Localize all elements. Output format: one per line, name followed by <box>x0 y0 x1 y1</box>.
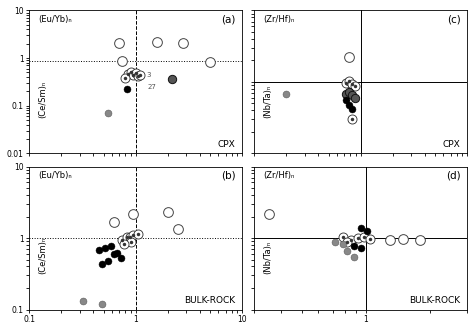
Text: CPX: CPX <box>218 140 236 149</box>
Text: 27: 27 <box>147 83 156 89</box>
Text: BULK-ROCK: BULK-ROCK <box>410 296 461 305</box>
Text: BULK-ROCK: BULK-ROCK <box>184 296 236 305</box>
Text: (b): (b) <box>221 171 236 181</box>
Text: (Nb/Ta)ₙ: (Nb/Ta)ₙ <box>263 241 272 274</box>
Text: CPX: CPX <box>443 140 461 149</box>
Text: (c): (c) <box>447 15 461 25</box>
Text: (Zr/Hf)ₙ: (Zr/Hf)ₙ <box>263 15 294 24</box>
Text: (d): (d) <box>446 171 461 181</box>
Text: (Nb/Ta)ₙ: (Nb/Ta)ₙ <box>263 84 272 118</box>
Text: (Ce/Sm)ₙ: (Ce/Sm)ₙ <box>38 237 47 274</box>
Text: (Eu/Yb)ₙ: (Eu/Yb)ₙ <box>38 171 72 180</box>
Text: (Eu/Yb)ₙ: (Eu/Yb)ₙ <box>38 15 72 24</box>
Text: 3: 3 <box>146 72 151 78</box>
Text: (a): (a) <box>221 15 236 25</box>
Text: (Zr/Hf)ₙ: (Zr/Hf)ₙ <box>263 171 294 180</box>
Text: (Ce/Sm)ₙ: (Ce/Sm)ₙ <box>38 80 47 118</box>
